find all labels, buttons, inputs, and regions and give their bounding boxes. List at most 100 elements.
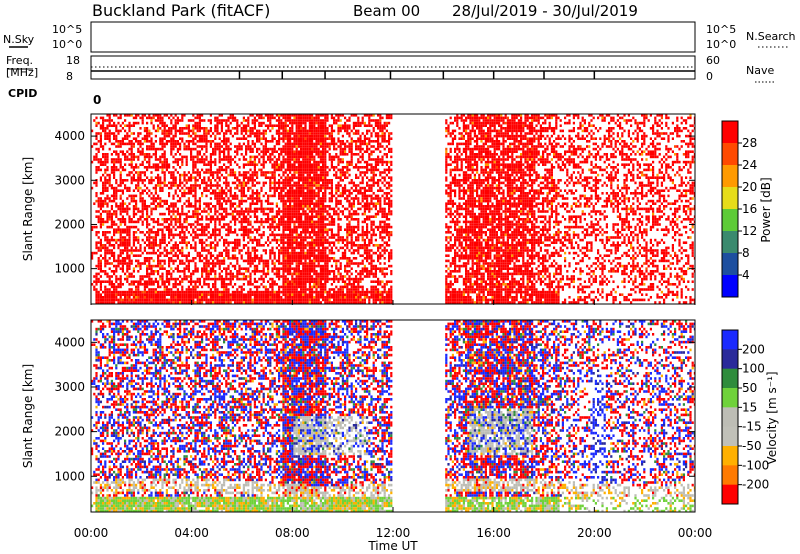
data-cell	[108, 257, 111, 260]
data-cell	[262, 298, 265, 302]
data-cell	[308, 181, 311, 185]
data-cell	[108, 298, 111, 302]
data-cell	[240, 293, 243, 296]
data-cell	[170, 186, 173, 190]
data-cell	[315, 147, 318, 151]
data-cell	[304, 158, 307, 161]
data-cell	[302, 132, 305, 135]
data-cell	[282, 238, 285, 242]
data-cell	[253, 132, 256, 135]
data-cell	[179, 220, 182, 224]
data-cell	[271, 166, 274, 169]
data-cell	[269, 290, 272, 294]
data-cell	[302, 296, 305, 299]
data-cell	[207, 160, 210, 164]
data-cell	[183, 127, 186, 130]
data-cell	[273, 218, 276, 221]
data-cell	[295, 145, 298, 148]
data-cell	[236, 129, 239, 133]
data-cell	[284, 215, 287, 218]
data-cell	[315, 290, 318, 294]
data-cell	[117, 228, 120, 231]
data-cell	[286, 189, 289, 192]
data-cell	[207, 132, 210, 135]
data-cell	[165, 129, 168, 133]
data-cell	[192, 301, 195, 304]
data-cell	[315, 119, 318, 122]
data-cell	[220, 189, 223, 192]
data-cell	[148, 166, 151, 169]
data-cell	[295, 142, 298, 146]
data-cell	[297, 173, 300, 177]
data-cell	[196, 280, 199, 283]
data-cell	[121, 220, 124, 224]
data-cell	[227, 267, 230, 270]
data-cell	[209, 121, 212, 125]
data-cell	[271, 147, 274, 151]
data-cell	[113, 176, 116, 179]
data-cell	[143, 153, 146, 156]
data-cell	[132, 153, 135, 156]
data-cell	[304, 280, 307, 283]
data-cell	[150, 147, 153, 151]
data-cell	[280, 150, 283, 153]
data-cell	[306, 241, 309, 244]
data-cell	[157, 264, 160, 268]
data-cell	[271, 288, 274, 291]
data-cell	[104, 168, 107, 172]
data-cell	[119, 176, 122, 179]
data-cell	[187, 176, 190, 179]
data-cell	[141, 179, 144, 182]
data-cell	[150, 301, 153, 304]
data-cell	[185, 124, 188, 127]
data-cell	[253, 163, 256, 166]
data-cell	[128, 129, 131, 133]
data-cell	[317, 137, 320, 140]
data-cell	[194, 283, 197, 286]
data-cell	[108, 124, 111, 127]
data-cell	[223, 218, 226, 221]
data-cell	[203, 134, 206, 138]
data-cell	[139, 244, 142, 247]
data-cell	[264, 218, 267, 221]
data-cell	[203, 160, 206, 164]
data-cell	[139, 127, 142, 130]
data-cell	[176, 121, 179, 125]
data-cell	[170, 277, 173, 281]
data-cell	[139, 150, 142, 153]
data-cell	[286, 215, 289, 218]
data-cell	[170, 140, 173, 143]
data-cell	[282, 199, 285, 203]
data-cell	[229, 168, 232, 172]
data-cell	[218, 231, 221, 234]
data-cell	[260, 254, 263, 257]
data-cell	[203, 171, 206, 174]
data-cell	[108, 129, 111, 133]
data-cell	[267, 288, 270, 291]
data-cell	[319, 254, 322, 257]
data-cell	[214, 262, 217, 265]
data-cell	[106, 296, 109, 299]
data-cell	[247, 124, 250, 127]
data-cell	[273, 264, 276, 268]
data-cell	[161, 153, 164, 156]
data-cell	[291, 179, 294, 182]
data-cell	[148, 296, 151, 299]
data-cell	[284, 145, 287, 148]
data-cell	[264, 301, 267, 304]
data-cell	[207, 176, 210, 179]
data-cell	[242, 288, 245, 291]
data-cell	[218, 192, 221, 195]
data-cell	[262, 244, 265, 247]
data-cell	[322, 181, 325, 185]
data-cell	[137, 238, 140, 242]
data-cell	[322, 194, 325, 198]
data-cell	[306, 228, 309, 231]
data-cell	[242, 244, 245, 247]
data-cell	[286, 236, 289, 239]
data-cell	[187, 288, 190, 291]
data-cell	[295, 186, 298, 190]
data-cell	[181, 277, 184, 281]
data-cell	[262, 259, 265, 263]
data-cell	[187, 132, 190, 135]
